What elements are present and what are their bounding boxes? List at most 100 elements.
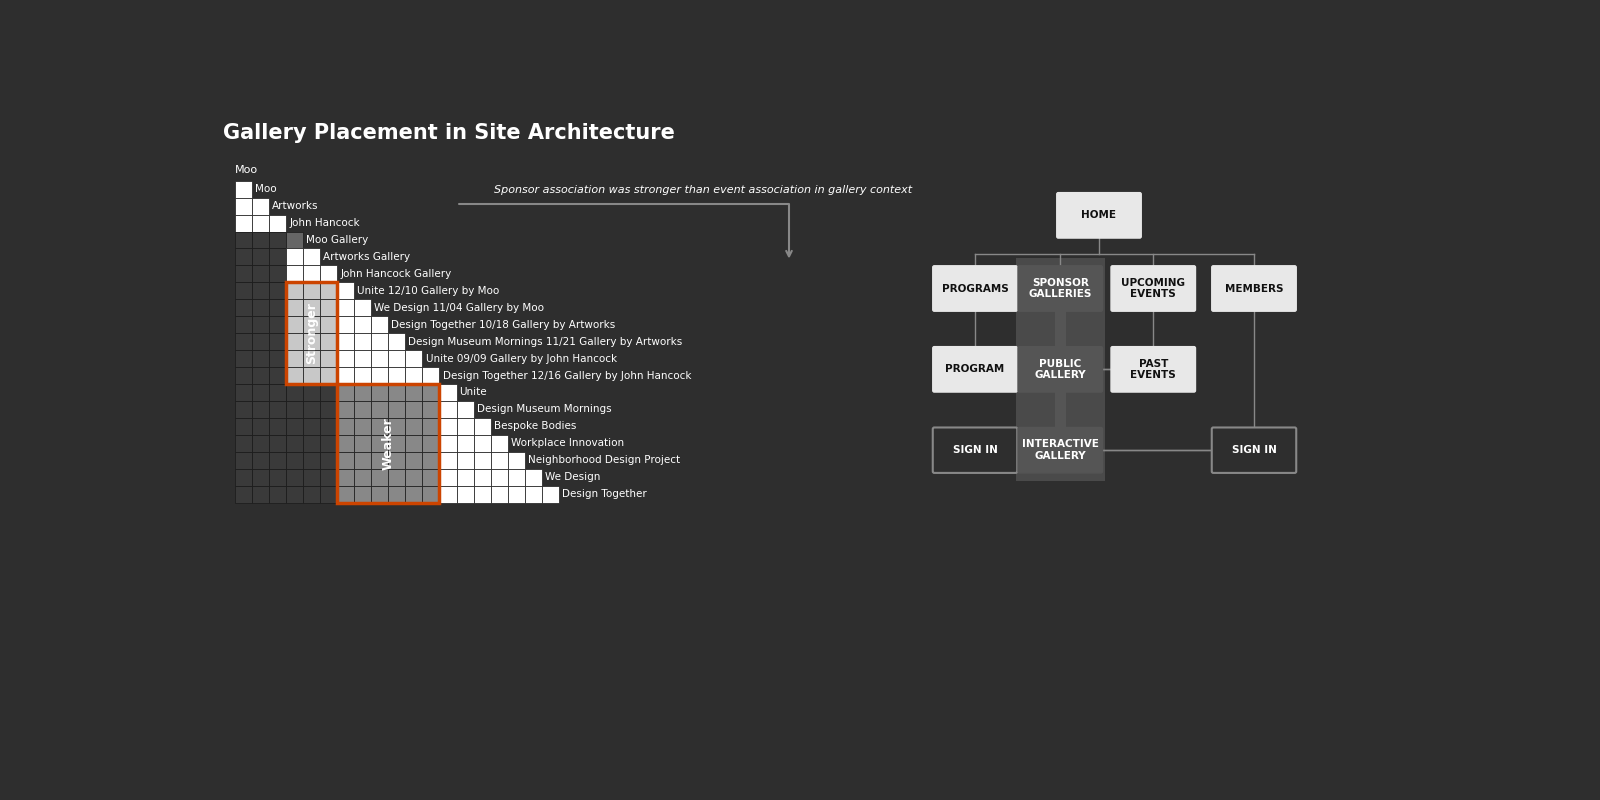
Text: Unite 12/10 Gallery by Moo: Unite 12/10 Gallery by Moo	[357, 286, 499, 296]
Bar	[286, 249, 302, 266]
Bar	[251, 367, 269, 384]
Bar	[235, 214, 251, 231]
Bar	[269, 214, 286, 231]
Bar	[422, 452, 440, 469]
Bar	[251, 401, 269, 418]
Bar	[491, 469, 507, 486]
Bar	[389, 452, 405, 469]
Bar	[371, 367, 389, 384]
Bar	[286, 266, 302, 282]
Bar	[251, 350, 269, 367]
Bar	[251, 469, 269, 486]
Bar	[338, 469, 354, 486]
Bar	[371, 316, 389, 333]
Bar	[302, 350, 320, 367]
Bar	[474, 435, 491, 452]
Bar	[422, 367, 440, 384]
Bar	[338, 367, 354, 384]
Bar	[269, 299, 286, 316]
Bar	[320, 486, 338, 502]
Bar	[235, 452, 251, 469]
Bar	[286, 418, 302, 435]
Text: PROGRAMS: PROGRAMS	[942, 283, 1008, 294]
Bar	[235, 231, 251, 249]
Text: John Hancock: John Hancock	[290, 218, 360, 228]
Bar	[286, 282, 338, 384]
Bar	[405, 435, 422, 452]
Bar	[371, 435, 389, 452]
Bar	[354, 486, 371, 502]
Bar	[269, 282, 286, 299]
Text: Design Together 10/18 Gallery by Artworks: Design Together 10/18 Gallery by Artwork…	[392, 320, 616, 330]
Bar	[338, 384, 440, 502]
Bar	[251, 384, 269, 401]
Bar	[440, 401, 456, 418]
Bar	[354, 435, 371, 452]
Bar	[338, 435, 354, 452]
Bar	[371, 384, 389, 401]
Bar	[251, 299, 269, 316]
Bar	[456, 469, 474, 486]
Bar	[269, 486, 286, 502]
Bar	[251, 282, 269, 299]
Bar	[525, 486, 542, 502]
Text: Unite: Unite	[459, 387, 488, 398]
Bar	[286, 452, 302, 469]
Bar	[354, 384, 371, 401]
Bar	[491, 486, 507, 502]
Bar	[235, 418, 251, 435]
Bar	[251, 266, 269, 282]
Bar	[251, 452, 269, 469]
Text: Gallery Placement in Site Architecture: Gallery Placement in Site Architecture	[224, 123, 675, 143]
Bar	[354, 350, 371, 367]
Text: We Design: We Design	[546, 472, 600, 482]
Bar	[474, 452, 491, 469]
Bar	[354, 299, 371, 316]
Bar	[302, 266, 320, 282]
Bar	[251, 316, 269, 333]
Bar	[286, 299, 302, 316]
FancyBboxPatch shape	[1056, 193, 1141, 238]
Bar	[286, 435, 302, 452]
Bar	[320, 316, 338, 333]
Bar	[474, 469, 491, 486]
Bar	[338, 316, 354, 333]
Bar	[269, 316, 286, 333]
Bar	[251, 486, 269, 502]
Bar	[269, 231, 286, 249]
Bar	[286, 231, 302, 249]
Bar	[269, 367, 286, 384]
Bar	[235, 469, 251, 486]
Bar	[302, 469, 320, 486]
Bar	[422, 486, 440, 502]
Bar	[422, 435, 440, 452]
Bar	[405, 384, 422, 401]
Bar	[456, 435, 474, 452]
Text: Artworks Gallery: Artworks Gallery	[323, 252, 410, 262]
Text: Weaker: Weaker	[382, 417, 395, 470]
Bar	[320, 350, 338, 367]
Bar	[456, 452, 474, 469]
Text: Unite 09/09 Gallery by John Hancock: Unite 09/09 Gallery by John Hancock	[426, 354, 616, 363]
Bar	[269, 418, 286, 435]
Bar	[320, 333, 338, 350]
Text: John Hancock Gallery: John Hancock Gallery	[341, 269, 451, 279]
Bar	[440, 486, 456, 502]
Bar	[405, 486, 422, 502]
Bar	[235, 435, 251, 452]
Bar	[269, 350, 286, 367]
Bar	[320, 401, 338, 418]
Bar	[507, 452, 525, 469]
FancyBboxPatch shape	[1110, 266, 1195, 311]
Bar	[269, 401, 286, 418]
Text: MEMBERS: MEMBERS	[1224, 283, 1283, 294]
Text: SIGN IN: SIGN IN	[952, 445, 997, 455]
Bar	[251, 418, 269, 435]
Text: UPCOMING
EVENTS: UPCOMING EVENTS	[1122, 278, 1186, 299]
Bar	[251, 435, 269, 452]
Text: Design Together 12/16 Gallery by John Hancock: Design Together 12/16 Gallery by John Ha…	[443, 370, 691, 381]
Bar	[338, 452, 354, 469]
Bar	[286, 486, 302, 502]
Bar	[456, 486, 474, 502]
Bar	[302, 249, 320, 266]
